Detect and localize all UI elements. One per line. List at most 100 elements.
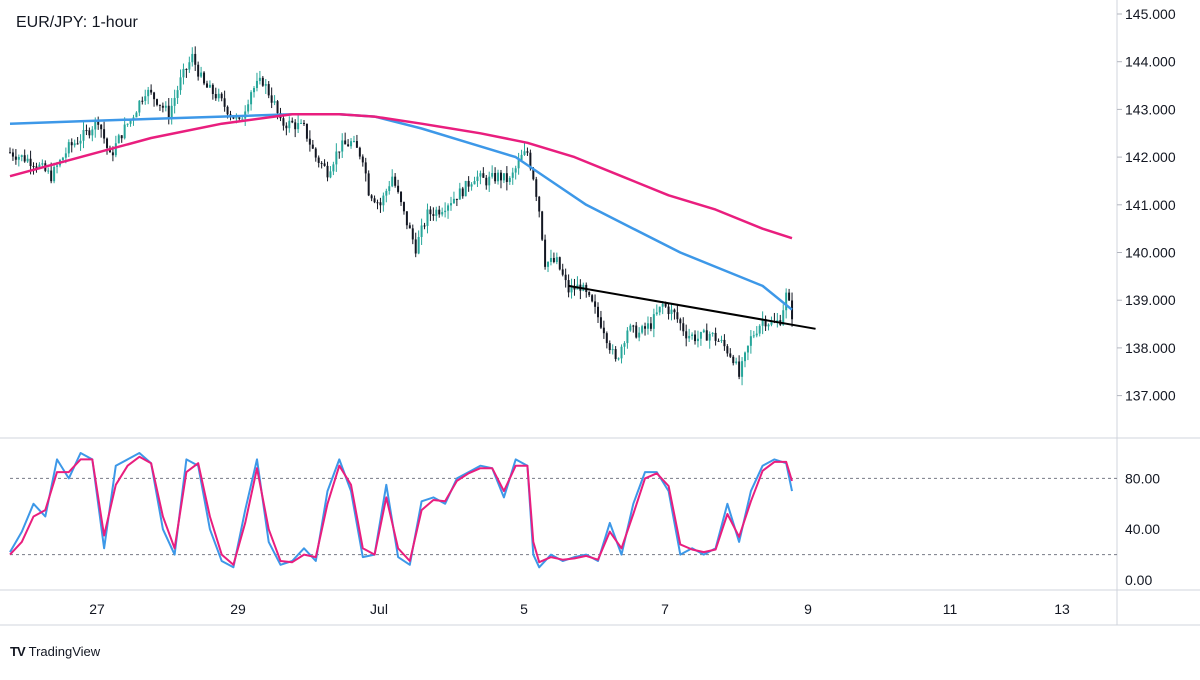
- candle-body: [382, 195, 385, 206]
- candle-body: [488, 176, 491, 186]
- candle-body: [23, 155, 26, 162]
- candle-body: [523, 151, 526, 155]
- candle-body: [50, 170, 53, 182]
- candle-body: [502, 173, 505, 181]
- candle-body: [129, 119, 132, 124]
- candle-body: [476, 176, 479, 182]
- candle-body: [435, 209, 438, 216]
- candle-body: [591, 295, 594, 302]
- stoch-tick-label: 0.00: [1125, 572, 1152, 588]
- candle-body: [326, 165, 329, 178]
- price-tick-label: 138.000: [1125, 340, 1176, 356]
- candle-body: [338, 151, 341, 153]
- candle-body: [638, 332, 641, 338]
- candle-body: [614, 349, 617, 360]
- candle-body: [626, 330, 629, 344]
- candle-body: [67, 142, 70, 154]
- candle-body: [253, 88, 256, 93]
- candle-body: [226, 106, 229, 115]
- candle-body: [314, 148, 317, 158]
- candle-body: [491, 172, 494, 177]
- candle-body: [644, 326, 647, 329]
- candle-body: [635, 325, 638, 338]
- candle-body: [223, 98, 226, 107]
- candle-body: [255, 80, 258, 89]
- candle-body: [288, 120, 291, 129]
- candle-body: [620, 346, 623, 359]
- candle-body: [76, 143, 79, 145]
- candle-body: [188, 62, 191, 70]
- stochastic-k-line: [9, 452, 793, 569]
- candle-body: [305, 123, 308, 139]
- candle-body: [729, 353, 732, 357]
- candle-body: [347, 144, 350, 147]
- candle-body: [247, 104, 250, 112]
- candle-body: [555, 257, 558, 263]
- candle-body: [699, 332, 702, 339]
- candle-body: [11, 152, 14, 157]
- candle-body: [673, 309, 676, 313]
- candle-body: [355, 141, 358, 148]
- candle-body: [258, 77, 261, 81]
- candle-body: [450, 203, 452, 206]
- candle-body: [470, 184, 473, 187]
- candle-body: [114, 143, 117, 156]
- candle-body: [705, 330, 708, 341]
- candle-body: [20, 155, 23, 157]
- candle-body: [123, 124, 126, 139]
- candle-body: [100, 124, 103, 130]
- candle-body: [432, 214, 435, 216]
- candle-body: [297, 123, 300, 130]
- candle-body: [702, 330, 705, 333]
- candle-body: [552, 257, 555, 263]
- candle-body: [208, 84, 211, 88]
- candle-body: [767, 324, 770, 327]
- price-tick-label: 144.000: [1125, 54, 1176, 70]
- time-tick-label: 27: [89, 601, 105, 617]
- candle-body: [479, 173, 482, 177]
- candle-body: [511, 172, 514, 178]
- candle-body: [158, 104, 161, 106]
- candle-body: [291, 120, 294, 123]
- candle-body: [47, 170, 50, 172]
- candle-body: [499, 172, 502, 181]
- candle-body: [241, 118, 244, 120]
- candle-body: [497, 172, 500, 182]
- candle-body: [679, 319, 682, 324]
- candle-body: [335, 151, 338, 165]
- candle-body: [414, 239, 417, 254]
- candle-body: [276, 101, 279, 114]
- candle-body: [770, 320, 773, 325]
- candle-body: [361, 156, 364, 163]
- time-tick-label: 5: [520, 601, 528, 617]
- time-tick-label: 13: [1054, 601, 1070, 617]
- candle-body: [561, 269, 564, 275]
- candle-body: [708, 333, 711, 341]
- candle-body: [285, 125, 288, 129]
- candle-body: [646, 323, 649, 329]
- candle-body: [529, 152, 532, 169]
- candle-body: [261, 77, 264, 86]
- candle-body: [594, 301, 597, 307]
- candle-body: [464, 180, 467, 197]
- candle-body: [426, 209, 429, 226]
- candle-body: [744, 352, 746, 362]
- candle-body: [135, 112, 138, 118]
- candle-body: [458, 188, 461, 200]
- candle-body: [682, 323, 685, 332]
- candle-body: [323, 163, 326, 166]
- candle-body: [723, 339, 726, 347]
- candle-body: [605, 333, 608, 344]
- candle-body: [429, 209, 432, 215]
- candle-body: [447, 205, 450, 211]
- candle-body: [144, 96, 147, 101]
- tradingview-branding[interactable]: TV TradingView: [10, 644, 100, 659]
- candle-body: [785, 292, 788, 311]
- resistance-trendline: [568, 284, 816, 330]
- candle-body: [714, 332, 717, 341]
- candle-body: [791, 300, 794, 320]
- candle-body: [88, 130, 91, 136]
- candle-body: [264, 84, 267, 86]
- candle-body: [667, 306, 670, 315]
- price-tick-label: 142.000: [1125, 149, 1176, 165]
